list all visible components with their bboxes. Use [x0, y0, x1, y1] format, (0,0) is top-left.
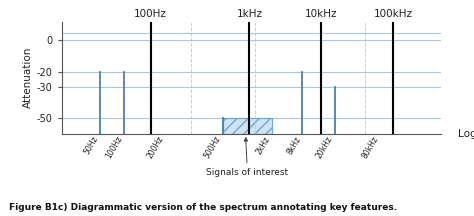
- Text: 10kHz: 10kHz: [305, 9, 337, 19]
- Text: 1kHz: 1kHz: [237, 9, 262, 19]
- Text: 80kHz: 80kHz: [360, 135, 380, 160]
- Text: 100kHz: 100kHz: [374, 9, 413, 19]
- Text: 200Hz: 200Hz: [146, 135, 166, 160]
- Text: Figure B1c) Diagrammatic version of the spectrum annotating key features.: Figure B1c) Diagrammatic version of the …: [9, 203, 398, 212]
- Text: 50Hz: 50Hz: [82, 135, 100, 156]
- Bar: [223, 118, 272, 134]
- Text: 500Hz: 500Hz: [203, 135, 223, 160]
- Text: 100Hz: 100Hz: [134, 9, 167, 19]
- Text: 20kHz: 20kHz: [315, 135, 335, 160]
- Text: Log f: Log f: [458, 129, 474, 139]
- Text: 8kHz: 8kHz: [285, 135, 302, 156]
- Text: 2kHz: 2kHz: [255, 135, 272, 156]
- Text: Signals of interest: Signals of interest: [206, 138, 289, 177]
- Text: 100Hz: 100Hz: [104, 135, 124, 160]
- Y-axis label: Attenuation: Attenuation: [23, 47, 33, 108]
